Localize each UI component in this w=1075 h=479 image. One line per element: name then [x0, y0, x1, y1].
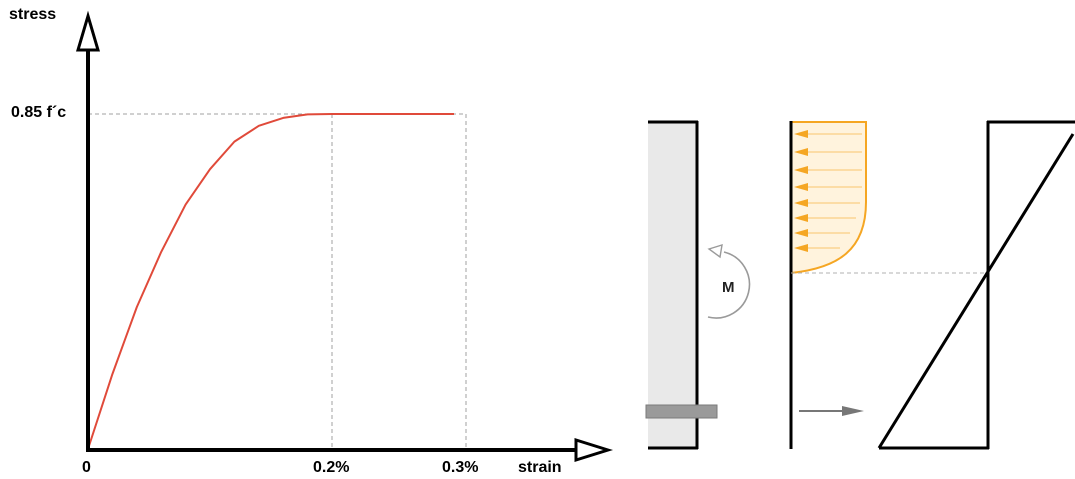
stress-arrowhead	[794, 148, 808, 156]
moment-arrowhead	[707, 243, 723, 259]
stress-arrowhead	[794, 130, 808, 138]
moment-arc	[707, 251, 751, 319]
stress-block-outline	[790, 121, 867, 274]
column-member	[645, 120, 718, 450]
x-tick-label-0.2: 0.2%	[313, 459, 349, 476]
stress-strain-chart: stress strain 0.85 f´c 0 0.2% 0.3%	[9, 6, 614, 476]
stress-arrowhead	[794, 199, 808, 207]
tension-arrowhead	[842, 406, 864, 416]
stress-arrowhead	[794, 214, 808, 222]
moment-symbol: M	[707, 243, 751, 319]
x-axis-label: strain	[518, 459, 562, 476]
x-axis-arrowhead	[574, 437, 614, 463]
stress-arrowhead	[794, 183, 808, 191]
stress-block-area	[791, 122, 866, 273]
section-diagram: M	[645, 120, 1075, 450]
moment-label: M	[722, 279, 735, 296]
y-axis-arrowhead	[75, 10, 101, 52]
stress-arrowhead	[794, 229, 808, 237]
column-body	[648, 122, 696, 448]
stress-arrowhead	[794, 244, 808, 252]
peak-stress-label: 0.85 f´c	[11, 104, 66, 121]
rebar	[645, 404, 718, 419]
strain-diagram	[877, 120, 1075, 450]
stress-arrowhead	[794, 166, 808, 174]
stress-block-arrows	[794, 130, 862, 252]
stress-strain-curve	[87, 113, 454, 450]
x-tick-label-0.3: 0.3%	[442, 459, 478, 476]
x-tick-label-0: 0	[82, 459, 91, 476]
strain-profile-line	[877, 133, 1075, 449]
stress-block	[789, 121, 867, 449]
y-axis-label: stress	[9, 6, 56, 23]
